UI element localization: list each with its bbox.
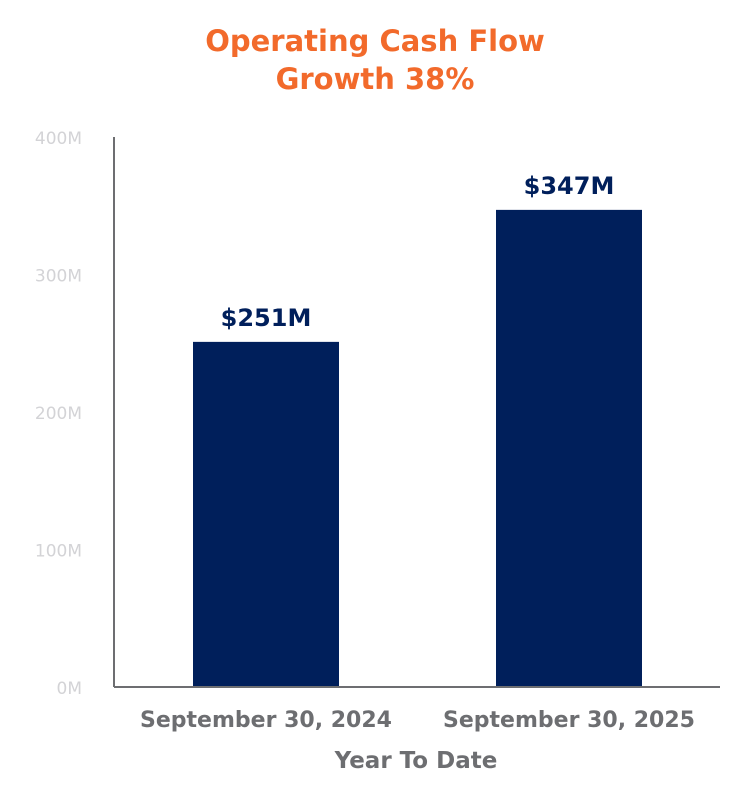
data-label: $347M xyxy=(524,172,615,200)
bar xyxy=(496,209,642,687)
x-tick-label: September 30, 2024 xyxy=(140,708,392,733)
chart-title: Operating Cash Flow xyxy=(205,24,545,58)
x-tick-label: September 30, 2025 xyxy=(443,708,695,733)
data-label: $251M xyxy=(221,304,312,332)
chart-subtitle: Growth 38% xyxy=(275,62,475,96)
y-tick-label: 200M xyxy=(35,404,82,424)
y-tick-label: 0M xyxy=(57,679,82,699)
bar xyxy=(193,341,339,687)
y-tick-label: 100M xyxy=(35,542,82,562)
y-tick-label: 400M xyxy=(35,129,82,149)
y-tick-label: 300M xyxy=(35,267,82,287)
x-axis-title: Year To Date xyxy=(334,748,498,774)
